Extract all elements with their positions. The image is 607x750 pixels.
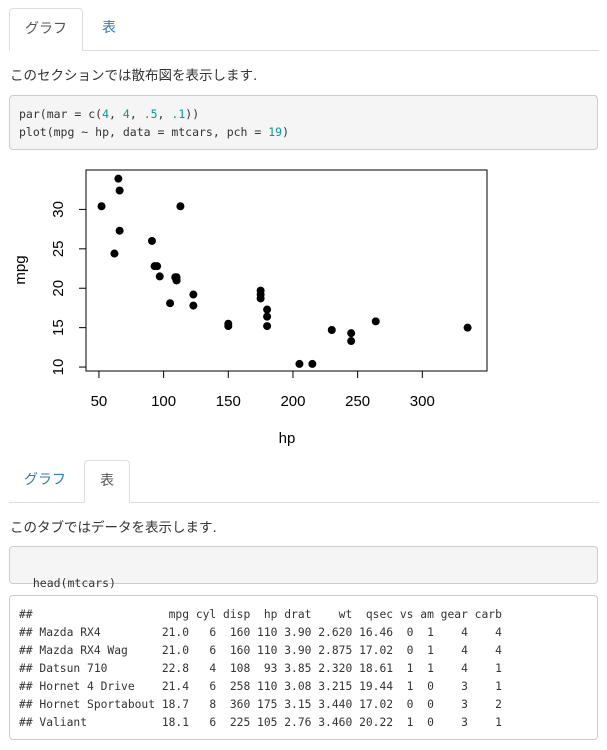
output-line: ## Mazda RX4 21.0 6 160 110 3.90 2.620 1… [19,626,502,639]
code-token: )) [185,107,200,121]
data-point [263,305,272,314]
table-output-block: ## mpg cyl disp hp drat wt qsec vs am ge… [9,595,598,740]
data-point [327,326,336,335]
data-point [166,299,175,308]
data-point [97,202,106,211]
data-point [263,312,272,321]
code-number: .1 [171,107,186,121]
code-line: par(mar = c(4, 4, .5, .1)) [19,105,588,123]
data-point [114,174,123,183]
plot-frame [85,169,488,372]
tab-table-bottom[interactable]: 表 [84,460,130,503]
tab-graph-top[interactable]: グラフ [9,8,83,51]
x-tick-label: 150 [216,393,241,410]
code-number: 19 [268,125,283,139]
output-line: ## Datsun 710 22.8 4 108 93 3.85 2.320 1… [19,662,502,675]
x-tick-label: 300 [410,393,435,410]
data-point [371,317,380,326]
data-point [153,262,162,271]
output-line: ## Hornet Sportabout 18.7 8 360 175 3.15… [19,698,502,711]
scatter-plot: 50 100 150 200 250 300 10 15 20 25 30 hp mpg [12,169,488,447]
tab-graph-bottom[interactable]: グラフ [24,472,66,488]
x-tick-label: 50 [91,393,108,410]
y-tick-label: 30 [50,201,67,218]
data-point [171,273,180,282]
output-line: ## mpg cyl disp hp drat wt qsec vs am ge… [19,608,502,621]
y-tick-label: 10 [50,359,67,376]
x-axis-label: hp [279,430,296,447]
data-point [110,249,119,258]
table-code-text: head(mtcars) [32,576,116,590]
table-code-block: head(mtcars) [9,546,598,590]
code-token: , [157,107,172,121]
data-point [155,272,164,281]
output-line: ## Mazda RX4 Wag 21.0 6 160 110 3.90 2.8… [19,644,502,657]
output-line: ## Valiant 18.1 6 225 105 2.76 3.460 20.… [19,716,502,729]
y-tick-label: 15 [50,319,67,336]
bottom-tab-bar: グラフ 表 [9,460,599,503]
data-point [147,236,156,245]
top-tab-bar: グラフ 表 [9,8,599,51]
data-point [176,202,185,211]
data-point [256,286,265,295]
data-point [224,322,233,331]
data-point [463,323,472,332]
data-point [295,359,304,368]
y-tick-label: 20 [50,280,67,297]
code-number: 4 [102,107,110,121]
code-token: ) [282,125,290,139]
code-line: plot(mpg ~ hp, data = mtcars, pch = 19) [19,123,588,141]
data-point [115,186,124,195]
data-point [347,337,356,346]
data-point [347,329,356,338]
x-tick-label: 250 [345,393,370,410]
output-line: ## Hornet 4 Drive 21.4 6 258 110 3.08 3.… [19,680,502,693]
section1-description: このセクションでは散布図を表示します. [10,68,258,84]
code-token: plot(mpg ~ hp, data = mtcars, pch = [19,125,269,139]
code-number: .5 [143,107,158,121]
tab-table-top[interactable]: 表 [102,20,116,36]
code-token: par(mar = c( [19,107,103,121]
y-tick-label: 25 [50,240,67,257]
code-token: , [129,107,144,121]
data-point [263,322,272,331]
x-tick-label: 200 [280,393,305,410]
x-tick-label: 100 [151,393,176,410]
data-point [115,226,124,235]
section2-description: このタブではデータを表示します. [10,520,217,536]
data-point [189,301,198,310]
data-point [308,359,317,368]
code-number: 4 [122,107,130,121]
data-point [189,290,198,299]
plot-code-block: par(mar = c(4, 4, .5, .1)) plot(mpg ~ hp,… [9,95,598,150]
code-token: , [109,107,123,121]
y-axis-label: mpg [12,255,29,284]
